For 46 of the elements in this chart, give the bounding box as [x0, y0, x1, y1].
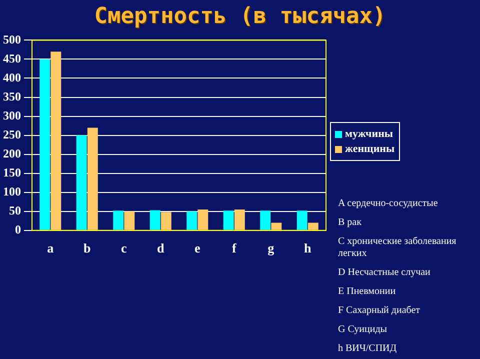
text: A сердечно-сосудистые [338, 198, 439, 210]
bar [76, 135, 87, 230]
y-tick-label: 350 [3, 89, 21, 104]
text: D Несчастные случаи [338, 267, 432, 279]
x-tick-label: b [84, 240, 91, 256]
bar [223, 210, 234, 230]
x-tick-label: c [120, 240, 127, 256]
bar [234, 209, 245, 230]
y-tick-label: 250 [3, 127, 21, 142]
text: G Суициды [338, 324, 388, 336]
y-tick-label: 500 [3, 32, 21, 46]
text: F Сахарный диабет [338, 305, 422, 317]
x-tick-label: a [47, 240, 54, 256]
text: B рак [338, 217, 362, 229]
y-tick-label: 150 [3, 165, 21, 180]
y-tick-label: 400 [3, 70, 21, 84]
y-tick-label: 50 [9, 203, 21, 218]
y-tick-label: 300 [3, 108, 21, 122]
bar [124, 211, 135, 230]
x-tick-label: f [232, 240, 237, 256]
bar [160, 212, 172, 230]
bar [271, 222, 282, 230]
legend-label: женщины [345, 143, 395, 155]
x-tick-label: h [304, 240, 312, 256]
y-tick-label: 0 [15, 222, 21, 236]
text: E Пневмонии [338, 286, 397, 298]
y-tick-label: 100 [3, 184, 21, 198]
bar [113, 210, 124, 230]
bar [50, 52, 62, 230]
bar [186, 211, 198, 230]
bar [150, 210, 160, 230]
bar [296, 210, 308, 230]
bar [87, 128, 98, 230]
x-tick-label: g [268, 240, 275, 256]
chart-title: Смертность (в тысячах) [93, 4, 387, 29]
bar [40, 59, 50, 230]
text: C хронические заболевания легких [338, 236, 458, 260]
y-tick-label: 200 [3, 146, 21, 160]
y-tick-label: 450 [3, 51, 21, 66]
bar [198, 209, 208, 230]
text: h ВИЧ/СПИД [338, 343, 398, 355]
bar [260, 210, 271, 230]
bar [308, 222, 318, 230]
legend-label: мужчины [345, 128, 394, 140]
x-tick-label: e [194, 240, 200, 256]
x-tick-label: d [157, 240, 166, 256]
